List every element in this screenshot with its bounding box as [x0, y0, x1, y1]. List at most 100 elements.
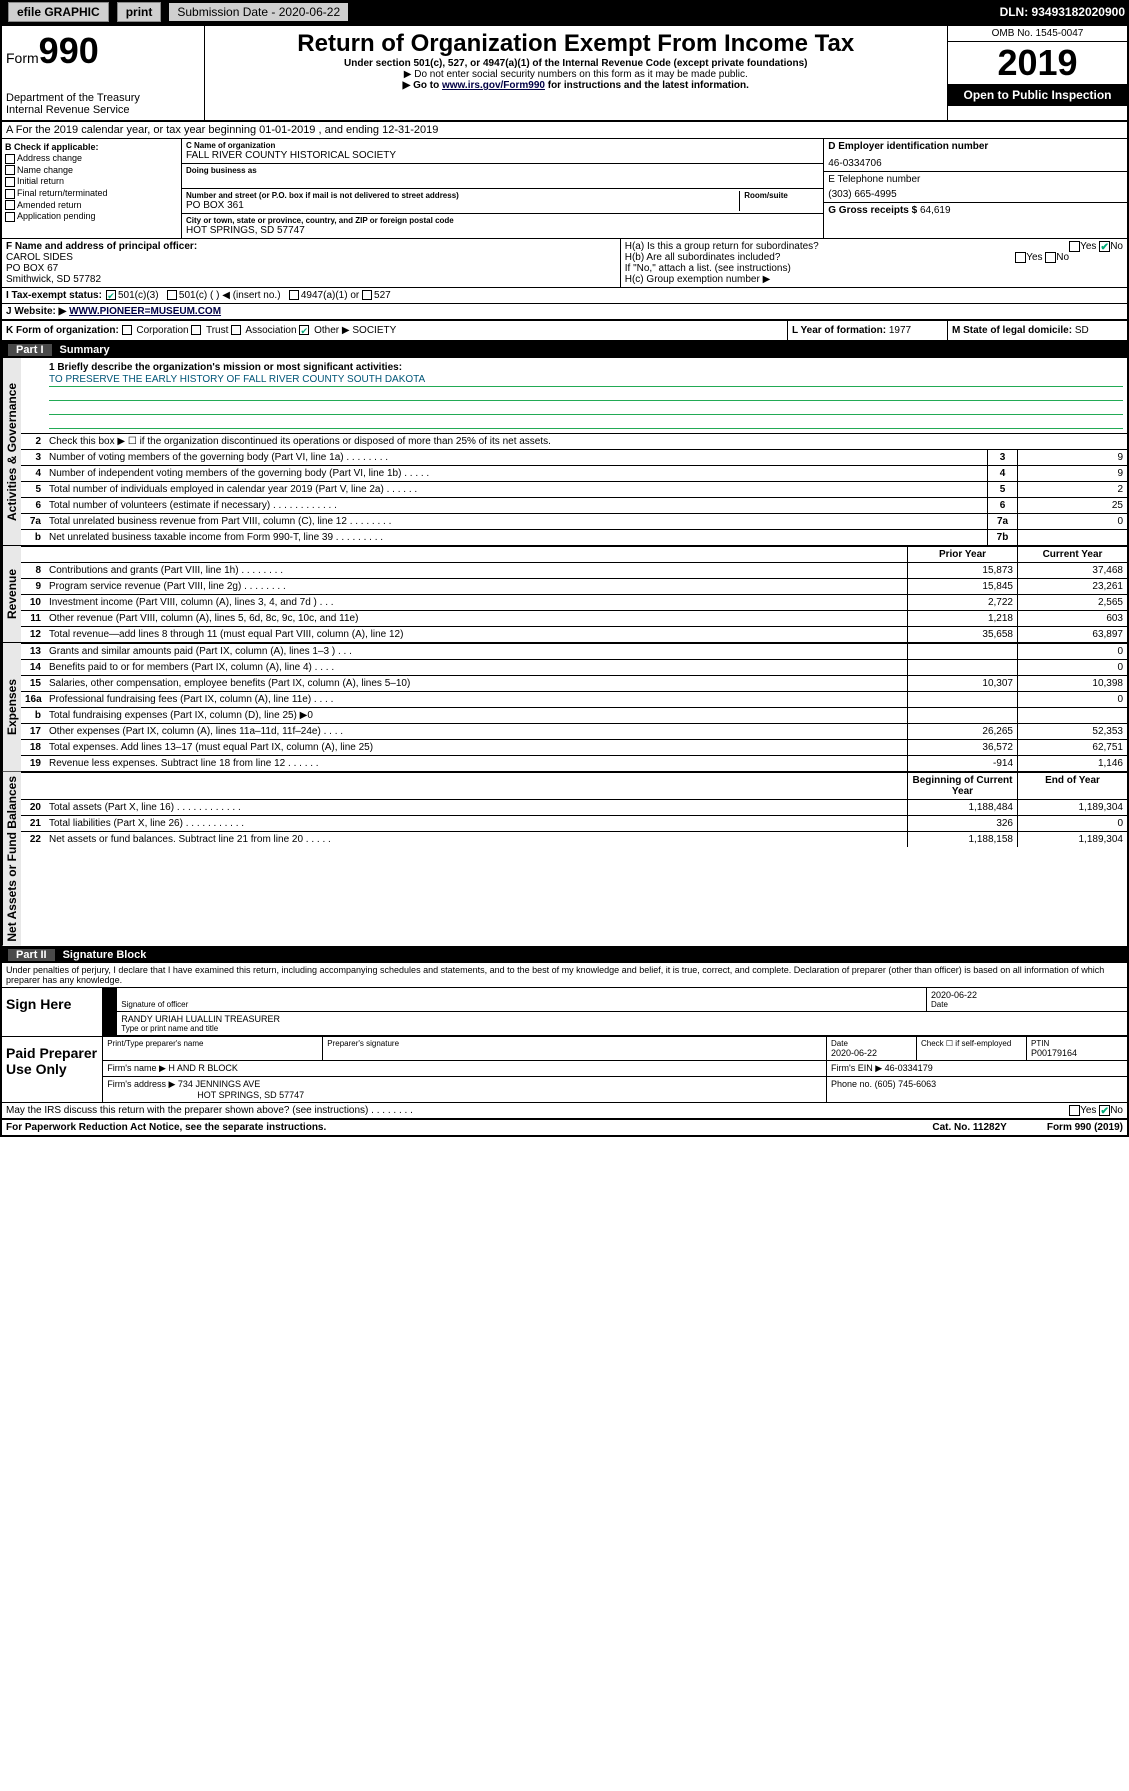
ha-yes-checkbox[interactable]	[1069, 241, 1080, 252]
form-org-label: K Form of organization:	[6, 325, 119, 336]
prior-year-value: 36,572	[907, 740, 1017, 755]
line-desc: Total unrelated business revenue from Pa…	[45, 514, 987, 529]
row-k-form-org: K Form of organization: Corporation Trus…	[2, 321, 787, 340]
row-h-group: H(a) Is this a group return for subordin…	[621, 239, 1127, 287]
prep-sig-label: Preparer's signature	[327, 1039, 822, 1048]
colb-option[interactable]: Application pending	[5, 211, 178, 222]
prior-year-value: 2,722	[907, 595, 1017, 610]
ha-label: H(a) Is this a group return for subordin…	[625, 241, 819, 252]
hb-yes-checkbox[interactable]	[1015, 252, 1026, 263]
website-label: J Website: ▶	[6, 306, 66, 317]
prior-year-value	[907, 660, 1017, 675]
firm-addr1: 734 JENNINGS AVE	[178, 1079, 260, 1089]
firm-addr-label: Firm's address ▶	[107, 1079, 175, 1089]
part1-num: Part I	[8, 344, 52, 356]
yes-label: Yes	[1080, 241, 1096, 252]
firm-name-label: Firm's name ▶	[107, 1063, 166, 1073]
prior-year-value: 10,307	[907, 676, 1017, 691]
line-desc: Contributions and grants (Part VIII, lin…	[45, 563, 907, 578]
line-desc: Investment income (Part VIII, column (A)…	[45, 595, 907, 610]
prior-year-value: 26,265	[907, 724, 1017, 739]
discuss-row: May the IRS discuss this return with the…	[2, 1103, 1127, 1118]
hb-no-checkbox[interactable]	[1045, 252, 1056, 263]
prior-year-value: 15,845	[907, 579, 1017, 594]
4947-checkbox[interactable]	[289, 290, 299, 300]
501c-checkbox[interactable]	[167, 290, 177, 300]
form-note-2b: for instructions and the latest informat…	[545, 80, 749, 91]
side-label: Revenue	[2, 546, 21, 642]
part2-title: Signature Block	[63, 949, 147, 961]
dept-treasury: Department of the Treasury	[6, 92, 200, 104]
rowk-checkbox[interactable]: ✔	[299, 325, 309, 335]
discuss-no-checkbox[interactable]: ✔	[1099, 1105, 1110, 1116]
colb-option[interactable]: Final return/terminated	[5, 188, 178, 199]
tax-year: 2019	[948, 42, 1127, 84]
mission-label: 1 Briefly describe the organization's mi…	[49, 362, 402, 373]
rowk-checkbox[interactable]	[191, 325, 201, 335]
hb-label: H(b) Are all subordinates included?	[625, 252, 781, 263]
instructions-link[interactable]: www.irs.gov/Form990	[442, 80, 545, 91]
discuss-yes-checkbox[interactable]	[1069, 1105, 1080, 1116]
rowk-checkbox[interactable]	[231, 325, 241, 335]
line-desc: Net unrelated business taxable income fr…	[45, 530, 987, 545]
org-name: FALL RIVER COUNTY HISTORICAL SOCIETY	[186, 150, 819, 161]
form-note-2a: ▶ Go to	[403, 80, 442, 91]
current-year-value: 1,146	[1017, 756, 1127, 771]
firm-name: H AND R BLOCK	[168, 1063, 238, 1073]
line-desc: Total liabilities (Part X, line 26) . . …	[45, 816, 907, 831]
form-note-1: ▶ Do not enter social security numbers o…	[209, 69, 944, 80]
paid-preparer-label: Paid Preparer Use Only	[2, 1037, 103, 1102]
line-value: 9	[1017, 450, 1127, 465]
mission-text: TO PRESERVE THE EARLY HISTORY OF FALL RI…	[49, 373, 1123, 387]
gross-value: 64,619	[920, 205, 951, 216]
self-employed-check[interactable]: Check ☐ if self-employed	[917, 1037, 1027, 1060]
current-year-value: 62,751	[1017, 740, 1127, 755]
website-link[interactable]: WWW.PIONEER=MUSEUM.COM	[69, 306, 221, 317]
org-address: PO BOX 361	[186, 200, 739, 211]
side-label: Expenses	[2, 643, 21, 771]
line-value: 2	[1017, 482, 1127, 497]
prior-year-value	[907, 692, 1017, 707]
current-year-value: 37,468	[1017, 563, 1127, 578]
firm-addr2: HOT SPRINGS, SD 57747	[197, 1090, 304, 1100]
rowk-checkbox[interactable]	[122, 325, 132, 335]
header-right: OMB No. 1545-0047 2019 Open to Public In…	[947, 26, 1127, 120]
line-desc: Total assets (Part X, line 16) . . . . .…	[45, 800, 907, 815]
col-b-checkboxes: B Check if applicable: Address changeNam…	[2, 139, 182, 238]
hb-note: If "No," attach a list. (see instruction…	[625, 263, 1123, 274]
ha-no-checkbox[interactable]: ✔	[1099, 241, 1110, 252]
row-a-tax-year: A For the 2019 calendar year, or tax yea…	[2, 122, 1127, 139]
form-page: Form990 Department of the Treasury Inter…	[0, 24, 1129, 1137]
efile-button[interactable]: efile GRAPHIC	[8, 2, 109, 22]
527-checkbox[interactable]	[362, 290, 372, 300]
current-year-value: 63,897	[1017, 627, 1127, 642]
prior-year-value: -914	[907, 756, 1017, 771]
line-desc: Total fundraising expenses (Part IX, col…	[45, 708, 907, 723]
officer-name: CAROL SIDES	[6, 252, 73, 263]
colb-option[interactable]: Amended return	[5, 200, 178, 211]
colb-option[interactable]: Name change	[5, 165, 178, 176]
no-label: No	[1056, 252, 1069, 263]
ptin-label: PTIN	[1031, 1039, 1123, 1048]
prior-year-value: 326	[907, 816, 1017, 831]
colb-option[interactable]: Initial return	[5, 176, 178, 187]
firm-phone-label: Phone no.	[831, 1079, 872, 1089]
form-org-other: SOCIETY	[352, 325, 396, 336]
dba-label: Doing business as	[186, 166, 819, 175]
form-prefix: Form	[6, 50, 39, 66]
print-button[interactable]: print	[117, 2, 162, 22]
form-title: Return of Organization Exempt From Incom…	[209, 30, 944, 58]
officer-typed-name: RANDY URIAH LUALLIN TREASURER	[121, 1014, 1123, 1024]
line-desc: Number of voting members of the governin…	[45, 450, 987, 465]
501c3-checkbox[interactable]: ✔	[106, 290, 116, 300]
current-year-value: 0	[1017, 816, 1127, 831]
colb-option[interactable]: Address change	[5, 153, 178, 164]
part2-header: Part II Signature Block	[2, 947, 1127, 963]
current-year-value: 52,353	[1017, 724, 1127, 739]
col-prior-year: Beginning of Current Year	[907, 773, 1017, 799]
prior-year-value: 1,188,158	[907, 832, 1017, 847]
line-desc: Benefits paid to or for members (Part IX…	[45, 660, 907, 675]
row-f-officer: F Name and address of principal officer:…	[2, 239, 621, 287]
firm-ein: 46-0334179	[885, 1063, 933, 1073]
addr-label: Number and street (or P.O. box if mail i…	[186, 191, 739, 200]
